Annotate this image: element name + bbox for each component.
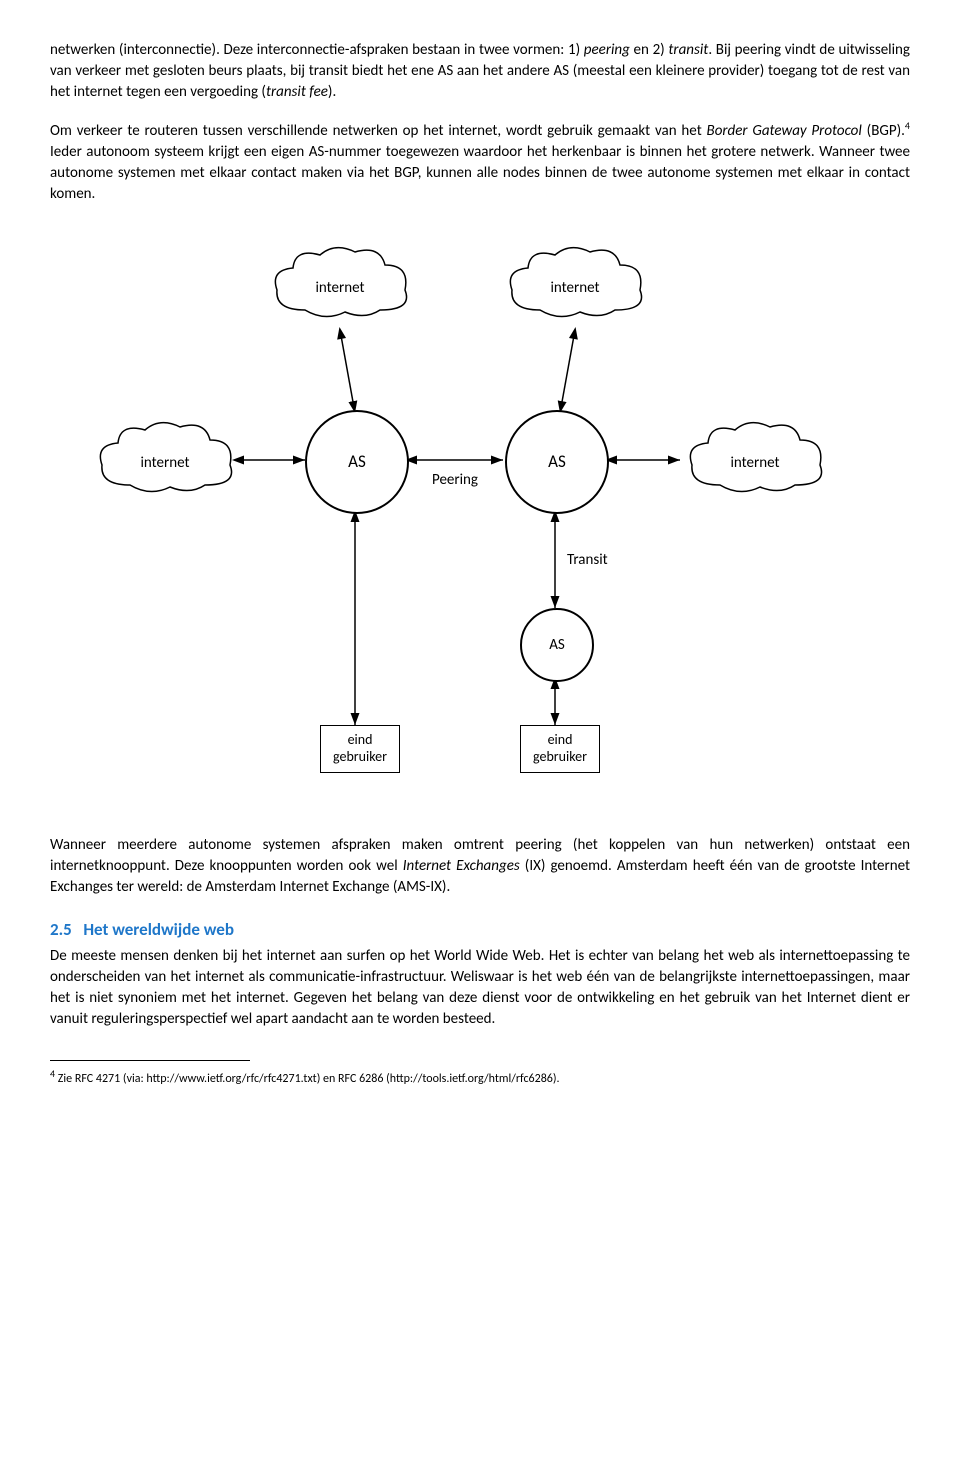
- text: (BGP).: [862, 122, 905, 140]
- text: Ieder autonoom systeem krijgt een eigen …: [50, 143, 910, 203]
- paragraph-1: netwerken (interconnectie). Deze interco…: [50, 40, 910, 103]
- as-label: AS: [348, 450, 366, 474]
- italic: peering: [584, 41, 630, 59]
- text: Om verkeer te routeren tussen verschille…: [50, 122, 707, 140]
- italic: Border Gateway Protocol: [707, 122, 862, 140]
- cloud-top-left: internet: [265, 240, 415, 330]
- heading-text: Het wereldwijde web: [83, 919, 234, 940]
- italic: Internet Exchanges: [403, 857, 520, 875]
- transit-label: Transit: [565, 550, 610, 571]
- eind-line2: gebruiker: [333, 748, 387, 765]
- italic: transit fee: [266, 83, 328, 101]
- heading-number: 2.5: [50, 919, 72, 940]
- peering-label: Peering: [430, 470, 480, 491]
- as-node-left: AS: [305, 410, 409, 514]
- cloud-label: internet: [500, 278, 650, 299]
- cloud-label: internet: [90, 453, 240, 474]
- end-user-left: eind gebruiker: [320, 725, 400, 773]
- eind-line1: eind: [348, 731, 373, 748]
- as-node-small: AS: [520, 608, 594, 682]
- eind-line2: gebruiker: [533, 748, 587, 765]
- text: en 2): [630, 41, 669, 59]
- paragraph-2: Om verkeer te routeren tussen verschille…: [50, 119, 910, 205]
- end-user-right: eind gebruiker: [520, 725, 600, 773]
- cloud-right: internet: [680, 415, 830, 505]
- cloud-top-right: internet: [500, 240, 650, 330]
- cloud-label: internet: [265, 278, 415, 299]
- text: netwerken (interconnectie). Deze interco…: [50, 41, 584, 59]
- as-label: AS: [548, 450, 566, 474]
- cloud-label: internet: [680, 453, 830, 474]
- eind-line1: eind: [548, 731, 573, 748]
- cloud-left: internet: [90, 415, 240, 505]
- footnote-ref: 4: [905, 119, 910, 132]
- footnote: 4 Zie RFC 4271 (via: http://www.ietf.org…: [50, 1067, 910, 1088]
- text: ).: [328, 83, 336, 101]
- as-label: AS: [549, 635, 565, 656]
- section-heading: 2.5 Het wereldwijde web: [50, 918, 910, 942]
- footnote-text: Zie RFC 4271 (via: http://www.ietf.org/r…: [55, 1072, 559, 1086]
- italic: transit: [668, 41, 708, 59]
- paragraph-3: Wanneer meerdere autonome systemen afspr…: [50, 835, 910, 898]
- as-node-right: AS: [505, 410, 609, 514]
- network-diagram: internet internet internet internet AS A…: [50, 235, 910, 795]
- footnote-separator: [50, 1060, 250, 1061]
- paragraph-4: De meeste mensen denken bij het internet…: [50, 946, 910, 1030]
